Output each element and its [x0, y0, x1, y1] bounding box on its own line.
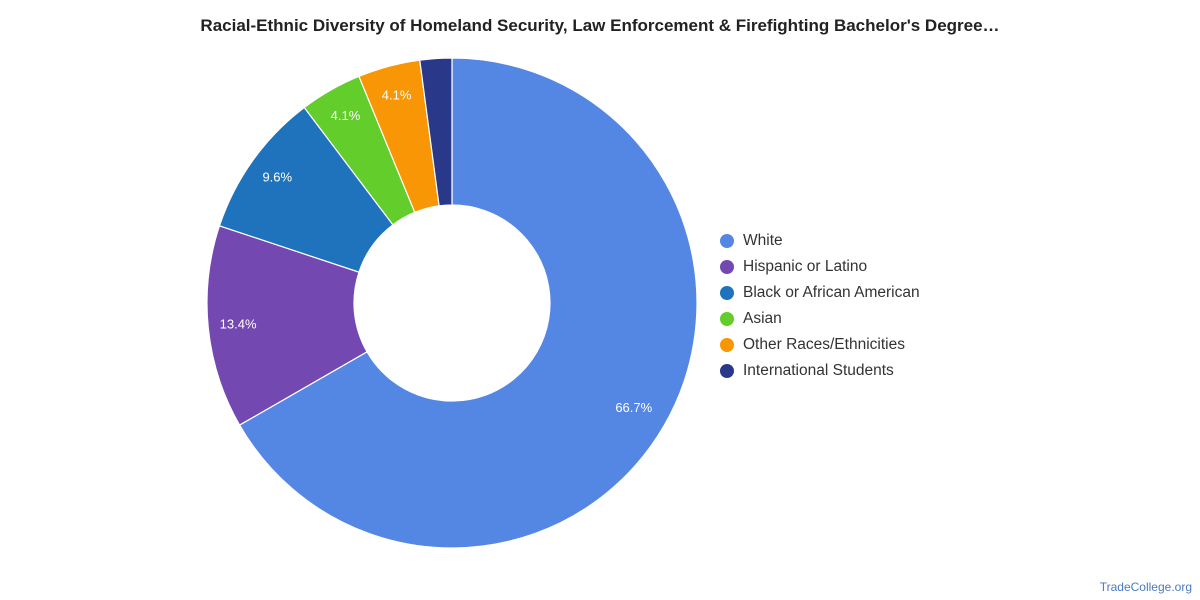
slice-hispanic-or-latino[interactable] — [206, 225, 368, 426]
legend-swatch-icon — [720, 364, 734, 378]
chart-title: Racial-Ethnic Diversity of Homeland Secu… — [200, 16, 1000, 35]
legend-swatch-icon — [720, 286, 734, 300]
legend-item-white[interactable]: White — [720, 228, 920, 254]
data-label-white: 66.7% — [615, 400, 652, 415]
data-label-hispanic-or-latino: 13.4% — [220, 317, 257, 332]
legend-swatch-icon — [720, 234, 734, 248]
legend-item-international-students[interactable]: International Students — [720, 358, 920, 384]
legend-swatch-icon — [720, 260, 734, 274]
chart-legend: White Hispanic or Latino Black or African … — [720, 228, 920, 384]
legend-label: International Students — [743, 362, 894, 379]
data-label-other-races-ethnicities: 4.1% — [382, 87, 412, 102]
donut-slices — [206, 57, 698, 549]
slice-white[interactable] — [238, 57, 698, 549]
legend-swatch-icon — [720, 312, 734, 326]
legend-item-hispanic-or-latino[interactable]: Hispanic or Latino — [720, 254, 920, 280]
source-credit[interactable]: TradeCollege.org — [1099, 580, 1192, 594]
slice-international-students[interactable] — [419, 57, 453, 207]
legend-label: Black or African American — [743, 284, 920, 301]
legend-label: Other Races/Ethnicities — [743, 336, 905, 353]
donut-data-labels: 66.7% 13.4% 9.6% 4.1% 4.1% — [220, 87, 653, 415]
data-label-black-or-african-american: 9.6% — [262, 170, 292, 185]
legend-label: White — [743, 232, 783, 249]
data-label-asian: 4.1% — [331, 108, 361, 123]
legend-swatch-icon — [720, 338, 734, 352]
legend-item-asian[interactable]: Asian — [720, 306, 920, 332]
legend-item-black-or-african-american[interactable]: Black or African American — [720, 280, 920, 306]
legend-label: Asian — [743, 310, 782, 327]
legend-label: Hispanic or Latino — [743, 258, 868, 275]
legend-item-other-races-ethnicities[interactable]: Other Races/Ethnicities — [720, 332, 920, 358]
